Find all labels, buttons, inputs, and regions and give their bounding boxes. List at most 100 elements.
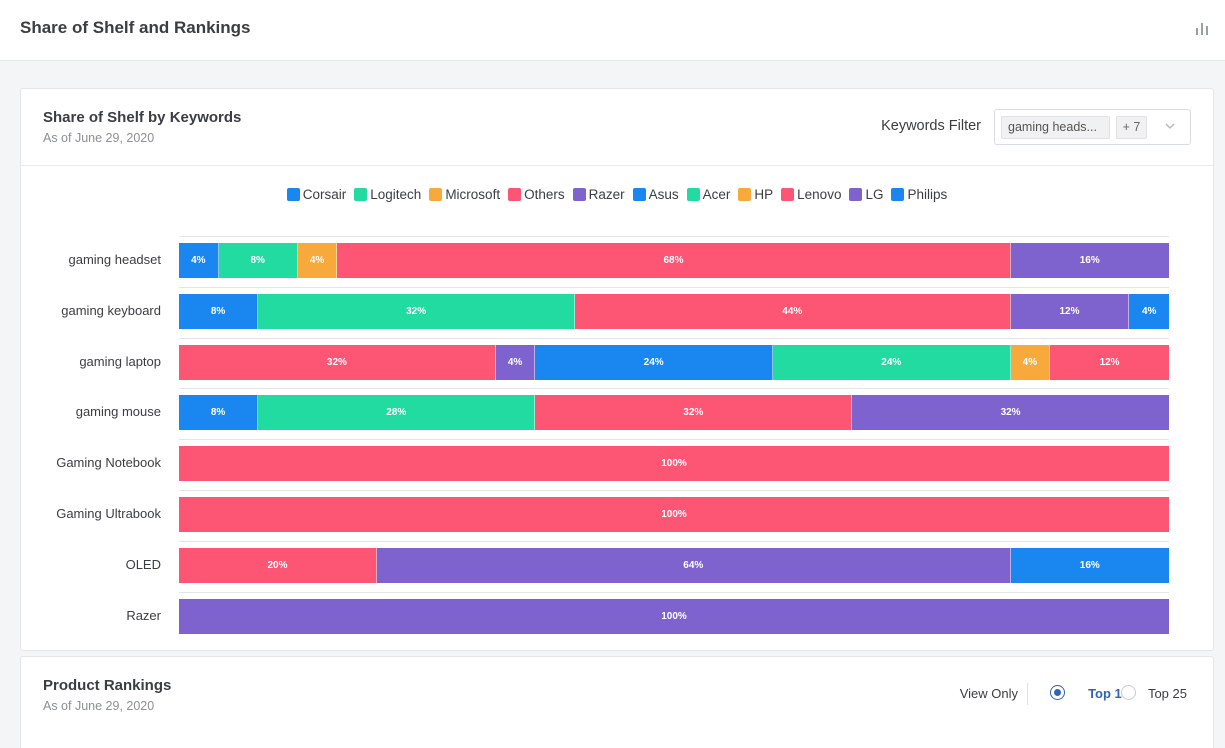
category-label: Gaming Notebook [56, 455, 161, 471]
legend-swatch [686, 188, 700, 201]
legend-label: Philips [907, 187, 948, 202]
stacked-bar[interactable]: 100% [179, 497, 1169, 532]
legend-swatch [354, 188, 368, 201]
gridline [179, 337, 1169, 339]
chevron-down-icon[interactable] [1164, 120, 1176, 132]
category-label: Razer [126, 607, 161, 623]
legend-item[interactable]: HP [738, 187, 773, 202]
legend-label: Microsoft [445, 187, 501, 202]
keywords-filter-select[interactable]: gaming heads... + 7 [994, 109, 1191, 145]
bar-segment[interactable]: 4% [297, 243, 338, 278]
legend-label: Asus [648, 187, 679, 202]
legend-label: Others [524, 187, 565, 202]
stacked-bar[interactable]: 100% [179, 598, 1169, 634]
page-title: Share of Shelf and Rankings [20, 18, 251, 37]
legend-label: LG [865, 187, 884, 202]
top-10-radio[interactable] [1050, 685, 1065, 700]
legend-swatch [781, 188, 795, 201]
stacked-bar[interactable]: 100% [179, 446, 1169, 482]
bar-segment[interactable]: 8% [179, 395, 259, 431]
bar-segment[interactable]: 64% [377, 547, 1011, 583]
card-header: Share of Shelf by Keywords As of June 29… [21, 89, 1213, 166]
legend-swatch [891, 188, 905, 201]
card-subtitle: As of June 29, 2020 [43, 699, 155, 713]
bar-segment[interactable]: 8% [218, 243, 298, 278]
stacked-bar[interactable]: 20% 64% 16% [179, 547, 1169, 583]
bar-segment[interactable]: 100% [179, 598, 1169, 634]
gridline [179, 286, 1169, 288]
legend-label: HP [754, 187, 774, 202]
category-label: gaming laptop [79, 353, 161, 369]
bar-segment[interactable]: 32% [535, 395, 853, 431]
chart-legend: Corsair Logitech Microsoft Others Razer Asus A… [21, 187, 1213, 202]
legend-item[interactable]: LG [849, 187, 883, 202]
bar-segment[interactable]: 32% [852, 395, 1169, 431]
top-25-radio[interactable] [1121, 685, 1136, 700]
legend-label: Logitech [370, 187, 422, 202]
bar-segment[interactable]: 4% [1129, 293, 1169, 329]
legend-label: Lenovo [797, 187, 842, 202]
category-label: OLED [125, 556, 161, 572]
top-bar: Share of Shelf and Rankings [0, 0, 1225, 61]
legend-label: Corsair [302, 187, 347, 202]
card-title: Product Rankings [43, 677, 172, 694]
legend-swatch [508, 188, 522, 201]
bar-segment[interactable]: 28% [258, 395, 536, 431]
legend-item[interactable]: Acer [686, 187, 731, 202]
gridline [179, 388, 1169, 390]
keywords-filter-label: Keywords Filter [881, 118, 981, 134]
bar-segment[interactable]: 12% [1050, 344, 1169, 380]
more-keywords-badge[interactable]: + 7 [1116, 116, 1147, 139]
bar-segment[interactable]: 100% [179, 497, 1169, 532]
gridline [179, 236, 1169, 237]
stacked-bar[interactable]: 8% 28% 32% 32% [179, 395, 1169, 431]
top-25-label[interactable]: Top 25 [1147, 686, 1187, 701]
bar-segment[interactable]: 4% [179, 243, 219, 278]
bar-segment[interactable]: 44% [574, 293, 1011, 329]
legend-item[interactable]: Razer [572, 187, 625, 202]
bar-chart-icon[interactable] [1195, 21, 1209, 35]
gridline [179, 439, 1169, 441]
legend-item[interactable]: Philips [891, 187, 947, 202]
view-only-label: View Only [959, 686, 1018, 701]
divider [1027, 683, 1028, 705]
bar-segment[interactable]: 4% [1010, 344, 1051, 380]
bar-segment[interactable]: 100% [179, 446, 1169, 482]
legend-item[interactable]: Logitech [354, 187, 421, 202]
stacked-bar[interactable]: 8% 32% 44% 12% 4% [179, 293, 1169, 329]
bar-segment[interactable]: 24% [772, 344, 1011, 380]
legend-item[interactable]: Others [508, 187, 565, 202]
gridline [179, 591, 1169, 593]
keyword-tag[interactable]: gaming heads... [1001, 116, 1110, 139]
category-label: Gaming Ultrabook [56, 506, 161, 521]
legend-item[interactable]: Corsair [286, 187, 347, 202]
top-10-label[interactable]: Top 10 [1088, 686, 1129, 701]
share-of-shelf-card: Share of Shelf by Keywords As of June 29… [20, 88, 1214, 651]
card-title: Share of Shelf by Keywords [43, 109, 242, 126]
bar-segment[interactable]: 16% [1010, 243, 1169, 278]
product-rankings-card: Product Rankings As of June 29, 2020 Vie… [20, 656, 1214, 748]
category-label: gaming headset [68, 252, 161, 267]
legend-swatch [429, 188, 443, 201]
bar-segment[interactable]: 20% [179, 547, 377, 583]
stacked-bar[interactable]: 32% 4% 24% 24% 4% 12% [179, 344, 1169, 380]
bar-segment[interactable]: 68% [337, 243, 1011, 278]
bar-segment[interactable]: 32% [179, 344, 496, 380]
legend-label: Acer [702, 187, 731, 202]
legend-label: Razer [588, 187, 625, 202]
bar-segment[interactable]: 24% [535, 344, 773, 380]
legend-item[interactable]: Microsoft [429, 187, 500, 202]
gridline [179, 490, 1169, 491]
category-label: gaming keyboard [61, 302, 161, 318]
stacked-bar[interactable]: 4% 8% 4% 68% 16% [179, 243, 1169, 278]
bar-segment[interactable]: 16% [1010, 547, 1169, 583]
legend-item[interactable]: Lenovo [781, 187, 841, 202]
legend-item[interactable]: Asus [632, 187, 679, 202]
bar-segment[interactable]: 4% [495, 344, 536, 380]
legend-swatch [286, 188, 300, 201]
bar-segment[interactable]: 8% [179, 293, 259, 329]
bar-segment[interactable]: 32% [258, 293, 575, 329]
bar-segment[interactable]: 12% [1010, 293, 1130, 329]
gridline [179, 540, 1169, 542]
